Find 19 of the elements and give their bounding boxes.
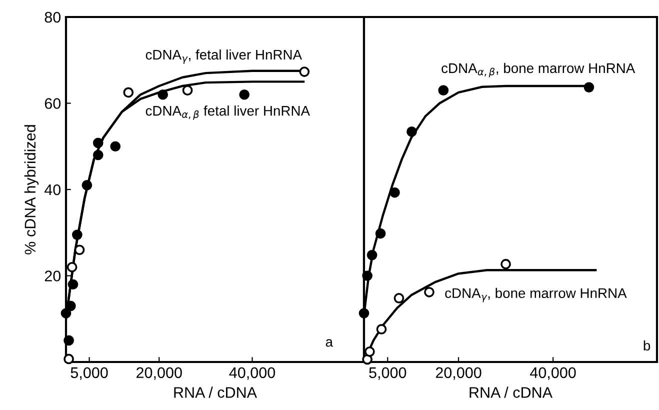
annotation: cDNA$_{α,β}$, bone marrow HnRNA: [442, 62, 636, 78]
x-tick-label: 5,000: [369, 367, 406, 380]
y-tick-label: 60: [44, 98, 61, 109]
x-axis-title: RNA / cDNA: [470, 386, 552, 398]
x-axis-title: RNA / cDNA: [174, 386, 257, 398]
x-tick-label: 20,000: [136, 367, 182, 380]
x-tick-label: 40,000: [530, 367, 576, 380]
x-tick-label: 5,000: [70, 367, 108, 380]
y-tick-label: 80: [44, 12, 61, 23]
annotation: cDNA$_{α,β}$ fetal liver HnRNA: [146, 106, 310, 120]
annotation: b: [644, 340, 650, 351]
annotation: a: [326, 339, 333, 347]
y-axis-title: % cDNA hybridized: [24, 125, 39, 254]
x-tick-label: 40,000: [229, 367, 276, 380]
annotation: cDNA$_{γ}$, fetal liver HnRNA: [146, 49, 302, 64]
annotation: cDNA$_{γ}$, bone marrow HnRNA: [445, 288, 627, 302]
x-tick-label: 20,000: [436, 367, 482, 380]
y-tick-label: 40: [44, 184, 61, 196]
y-tick-label: 20: [44, 270, 61, 282]
